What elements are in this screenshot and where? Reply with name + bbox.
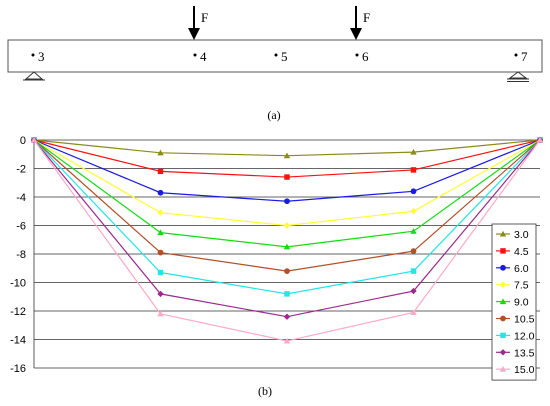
load-arrow-left [188,6,200,40]
y-tick-label: -4 [16,192,26,204]
load-label-right: F [363,10,370,25]
series-marker [157,290,164,298]
node-marker-4 [193,53,197,57]
series-marker [284,198,290,205]
grid-lines [34,139,540,369]
y-tick-label: -6 [16,221,26,233]
y-tick-label: -16 [10,363,26,375]
series-marker [410,309,417,315]
series-marker [284,291,290,297]
legend-label: 10.5 [514,314,535,326]
series-marker [410,268,417,274]
series-marker [283,337,291,344]
pin-support-icon [23,71,45,81]
y-tick-label: -14 [10,335,26,347]
beam-schematic: F F 3 4 5 6 7 [7,6,543,82]
series-marker [499,366,507,372]
legend-entry: 15.0 [496,364,535,376]
series-marker [500,315,506,322]
y-tick-label: -8 [16,249,26,261]
series-marker [157,189,164,196]
series-marker [500,264,506,271]
legend-label: 15.0 [514,364,535,376]
series-marker [410,208,417,215]
legend-label: 13.5 [514,347,535,359]
legend-entry: 13.5 [496,347,535,359]
series-line [33,139,541,202]
node-label-5: 5 [281,49,288,64]
y-tick-label: -12 [10,306,26,318]
series-marker [410,228,417,234]
node-marker-5 [274,53,278,57]
legend-entry: 12.0 [496,330,535,342]
legend-label: 7.5 [514,280,529,292]
series-15.0 [30,136,544,344]
series-marker [157,149,164,156]
caption-b: (b) [258,384,272,398]
series-marker [157,310,164,317]
series-group [30,136,544,344]
legend-entry: 3.0 [496,229,529,241]
series-7.5 [30,136,544,229]
series-marker [157,229,164,236]
load-label-left: F [201,10,208,25]
series-marker [157,168,164,175]
series-marker [499,298,507,305]
legend-entry: 7.5 [496,280,529,292]
series-4.5 [31,137,543,180]
caption-a: (a) [267,108,281,122]
y-tick-label: -10 [10,278,26,290]
legend-label: 3.0 [514,229,529,241]
series-marker [157,269,164,276]
legend-entry: 10.5 [496,314,535,326]
node-label-3: 3 [38,49,45,64]
node-marker-3 [31,53,35,57]
legend-label: 6.0 [514,263,529,275]
series-marker [536,136,544,143]
series-marker [157,209,164,216]
y-axis: 0 -2 -4 -6 -8 -10 -12 -14 -16 [10,135,35,375]
series-marker [410,188,417,195]
series-marker [500,332,506,339]
series-marker [30,136,38,143]
node-label-4: 4 [200,49,207,64]
series-marker [499,281,507,288]
node-label-6: 6 [362,49,369,64]
series-marker [283,243,291,250]
legend-entry: 6.0 [496,263,529,275]
legend-label: 12.0 [514,330,535,342]
legend-entry: 9.0 [496,297,529,309]
legend-label: 4.5 [514,246,529,258]
y-tick-label: 0 [20,135,26,147]
series-marker [410,167,417,173]
legend: 3.0 4.5 6.0 7.5 9.0 10.5 12.0 13.5 15.0 [491,223,537,381]
series-marker [410,248,417,255]
series-marker [499,349,507,356]
series-marker [157,249,164,256]
load-arrow-right [350,6,362,40]
node-marker-7 [514,53,518,57]
node-marker-6 [355,53,359,57]
legend-label: 9.0 [514,297,529,309]
series-marker [500,248,506,254]
series-marker [283,313,291,320]
series-marker [283,152,291,159]
node-label-7: 7 [521,49,528,64]
series-marker [284,268,290,274]
y-tick-label: -2 [16,164,26,176]
series-line [33,139,541,272]
series-marker [499,230,507,237]
roller-support-icon [507,71,529,82]
legend-entry: 4.5 [496,246,529,258]
series-marker [284,174,290,180]
series-marker [283,222,291,229]
chart-area: 0 -2 -4 -6 -8 -10 -12 -14 -16 3.0 4.5 6.0 7.5 9.0 10.… [10,135,544,381]
series-marker [410,148,417,155]
series-marker [410,287,417,295]
